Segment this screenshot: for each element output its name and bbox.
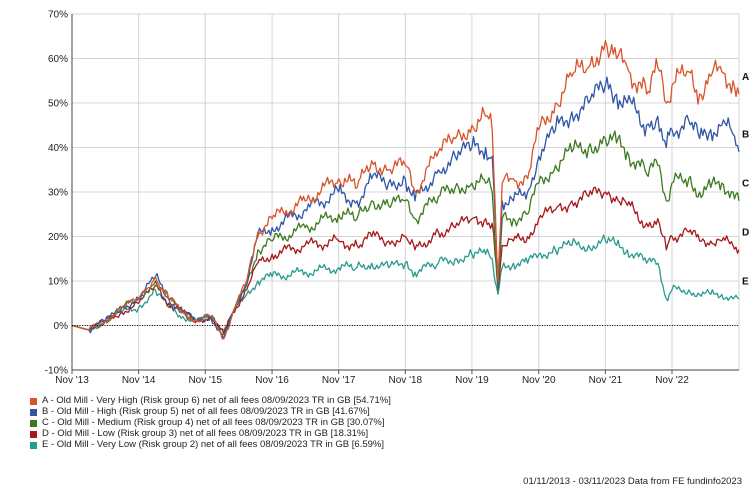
legend-swatch	[30, 430, 37, 438]
legend-item-b: B - Old Mill - High (Risk group 5) net o…	[30, 407, 730, 418]
legend-label: A - Old Mill - Very High (Risk group 6) …	[42, 395, 391, 407]
chart-labels: -10% 0% 10% 20% 30% 40% 50% 60% 70% Nov '13 Nov '1…	[45, 10, 750, 387]
chart-grid	[71, 13, 740, 371]
x-tick-label: Nov '16	[255, 375, 289, 386]
x-tick-label: Nov '15	[188, 375, 222, 386]
legend-item-a: A - Old Mill - Very High (Risk group 6) …	[30, 396, 730, 407]
y-tick-label: 50%	[48, 99, 68, 110]
legend-item-c: C - Old Mill - Medium (Risk group 4) net…	[30, 418, 730, 429]
x-tick-label: Nov '18	[389, 375, 423, 386]
series-end-label-d: D	[742, 228, 749, 239]
legend-item-d: D - Old Mill - Low (Risk group 3) net of…	[30, 429, 730, 440]
chart-series-group	[71, 40, 740, 340]
series-end-label-c: C	[742, 179, 749, 190]
series-end-label-a: A	[742, 72, 749, 83]
series-line-c	[71, 130, 740, 336]
legend-label: E - Old Mill - Very Low (Risk group 2) n…	[42, 439, 384, 451]
series-line-a	[71, 40, 740, 340]
y-tick-label: 10%	[48, 277, 68, 288]
legend-item-e: E - Old Mill - Very Low (Risk group 2) n…	[30, 440, 730, 451]
x-tick-label: Nov '13	[55, 375, 89, 386]
x-tick-label: Nov '20	[522, 375, 556, 386]
legend-label: D - Old Mill - Low (Risk group 3) net of…	[42, 428, 369, 440]
y-tick-label: 30%	[48, 188, 68, 199]
series-line-b	[71, 76, 740, 340]
x-tick-label: Nov '14	[122, 375, 156, 386]
y-tick-label: 20%	[48, 232, 68, 243]
x-tick-label: Nov '22	[655, 375, 689, 386]
chart-legend: A - Old Mill - Very High (Risk group 6) …	[30, 396, 730, 451]
series-end-label-e: E	[742, 277, 749, 288]
legend-label: B - Old Mill - High (Risk group 5) net o…	[42, 406, 370, 418]
x-tick-label: Nov '19	[455, 375, 489, 386]
y-tick-label: 70%	[48, 10, 68, 21]
y-tick-label: -10%	[45, 366, 68, 377]
legend-swatch	[30, 419, 37, 427]
x-tick-label: Nov '17	[322, 375, 356, 386]
x-tick-label: Nov '21	[589, 375, 623, 386]
chart-axes	[71, 14, 739, 374]
legend-swatch	[30, 441, 37, 449]
legend-label: C - Old Mill - Medium (Risk group 4) net…	[42, 417, 385, 429]
series-line-e	[71, 234, 740, 331]
legend-swatch	[30, 408, 37, 416]
legend-swatch	[30, 397, 37, 405]
series-end-label-b: B	[742, 130, 749, 141]
chart-footer-source: 01/11/2013 - 03/11/2023 Data from FE fun…	[523, 476, 742, 487]
y-tick-label: 60%	[48, 54, 68, 65]
y-tick-label: 40%	[48, 143, 68, 154]
y-tick-label: 0%	[54, 321, 69, 332]
